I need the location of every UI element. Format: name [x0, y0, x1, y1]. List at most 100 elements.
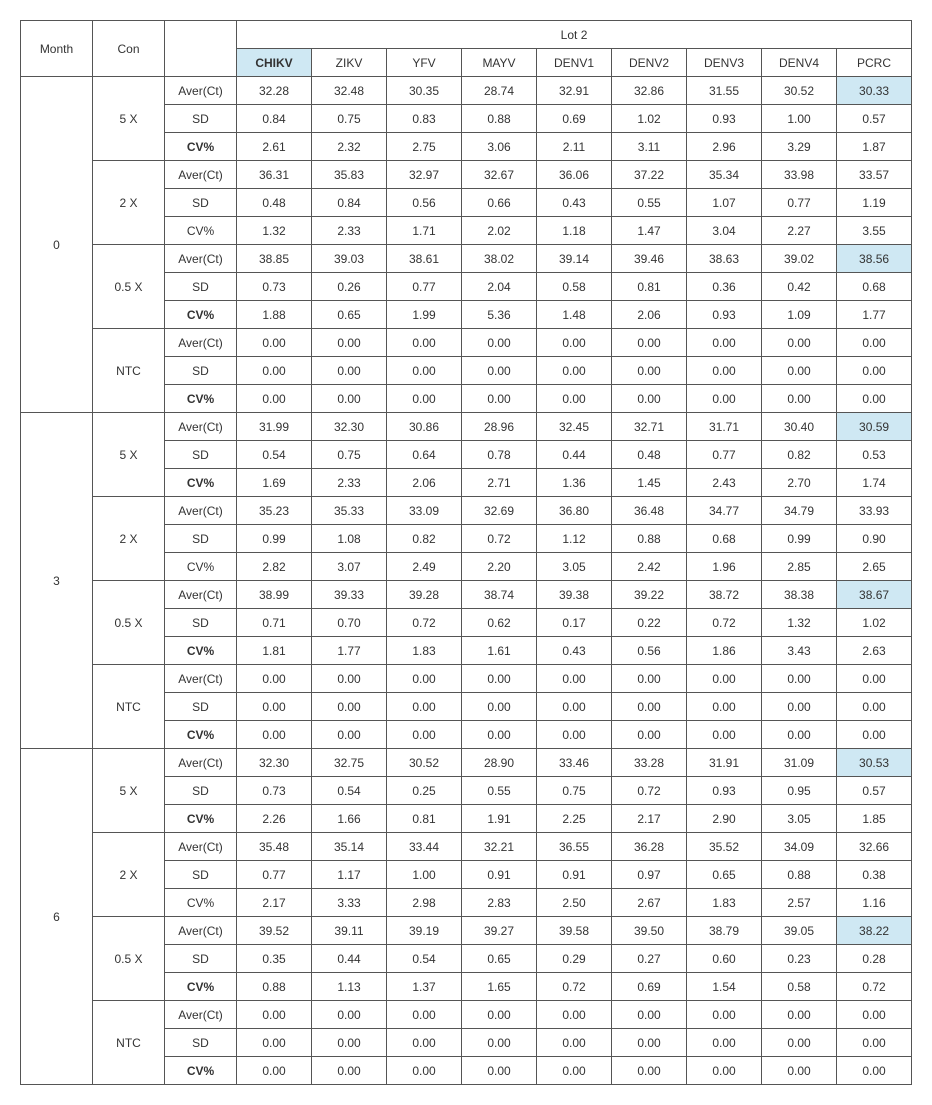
data-cell: 33.44	[387, 833, 462, 861]
data-cell: 1.45	[612, 469, 687, 497]
data-cell: 31.71	[687, 413, 762, 441]
table-row: NTCAver(Ct)0.000.000.000.000.000.000.000…	[21, 665, 912, 693]
data-cell: 39.46	[612, 245, 687, 273]
data-cell: 0.00	[687, 1001, 762, 1029]
data-cell: 2.63	[837, 637, 912, 665]
data-cell: 0.54	[312, 777, 387, 805]
data-cell: 1.16	[837, 889, 912, 917]
data-cell: 0.56	[612, 637, 687, 665]
data-cell: 33.98	[762, 161, 837, 189]
data-cell: 1.37	[387, 973, 462, 1001]
data-cell: 32.97	[387, 161, 462, 189]
data-cell: 0.00	[312, 721, 387, 749]
data-cell: 2.06	[612, 301, 687, 329]
data-cell: 2.90	[687, 805, 762, 833]
data-cell: 0.58	[537, 273, 612, 301]
data-cell: 1.83	[687, 889, 762, 917]
data-cell: 37.22	[612, 161, 687, 189]
data-cell: 0.00	[612, 385, 687, 413]
con-cell: NTC	[93, 665, 165, 749]
data-cell: 0.00	[612, 329, 687, 357]
con-cell: 2 X	[93, 161, 165, 245]
data-cell: 0.00	[762, 1001, 837, 1029]
data-cell: 33.57	[837, 161, 912, 189]
data-cell: 0.44	[537, 441, 612, 469]
data-cell: 0.35	[237, 945, 312, 973]
data-cell: 1.00	[387, 861, 462, 889]
data-cell: 30.53	[837, 749, 912, 777]
data-cell: 0.54	[237, 441, 312, 469]
data-cell: 1.19	[837, 189, 912, 217]
data-cell: 0.00	[387, 329, 462, 357]
stat-cell: SD	[165, 273, 237, 301]
data-cell: 0.00	[762, 665, 837, 693]
data-cell: 3.33	[312, 889, 387, 917]
stat-cell: CV%	[165, 553, 237, 581]
data-cell: 0.00	[462, 357, 537, 385]
data-cell: 39.52	[237, 917, 312, 945]
data-cell: 0.93	[687, 777, 762, 805]
data-cell: 0.88	[462, 105, 537, 133]
data-cell: 0.99	[237, 525, 312, 553]
table-row: 2 XAver(Ct)35.4835.1433.4432.2136.5536.2…	[21, 833, 912, 861]
data-cell: 2.98	[387, 889, 462, 917]
table-body: 05 XAver(Ct)32.2832.4830.3528.7432.9132.…	[21, 77, 912, 1085]
con-cell: 0.5 X	[93, 245, 165, 329]
header-lot: Lot 2	[237, 21, 912, 49]
data-cell: 30.40	[762, 413, 837, 441]
data-cell: 0.38	[837, 861, 912, 889]
data-cell: 0.62	[462, 609, 537, 637]
table-row: 0.5 XAver(Ct)38.8539.0338.6138.0239.1439…	[21, 245, 912, 273]
data-cell: 0.00	[312, 1057, 387, 1085]
stat-cell: CV%	[165, 469, 237, 497]
stat-cell: SD	[165, 861, 237, 889]
data-cell: 1.85	[837, 805, 912, 833]
data-cell: 0.00	[612, 693, 687, 721]
data-cell: 32.45	[537, 413, 612, 441]
data-cell: 28.74	[462, 77, 537, 105]
data-cell: 1.74	[837, 469, 912, 497]
column-header: MAYV	[462, 49, 537, 77]
data-cell: 38.38	[762, 581, 837, 609]
data-cell: 0.00	[687, 665, 762, 693]
data-cell: 2.17	[237, 889, 312, 917]
data-cell: 0.00	[612, 721, 687, 749]
data-cell: 0.84	[312, 189, 387, 217]
stat-cell: Aver(Ct)	[165, 749, 237, 777]
data-cell: 0.54	[387, 945, 462, 973]
data-cell: 0.00	[462, 1001, 537, 1029]
data-cell: 32.28	[237, 77, 312, 105]
data-cell: 1.02	[612, 105, 687, 133]
con-cell: 5 X	[93, 413, 165, 497]
data-cell: 1.96	[687, 553, 762, 581]
data-cell: 0.00	[762, 329, 837, 357]
data-cell: 0.00	[612, 1001, 687, 1029]
data-cell: 0.00	[687, 721, 762, 749]
data-cell: 0.71	[237, 609, 312, 637]
data-cell: 0.00	[537, 721, 612, 749]
stat-cell: Aver(Ct)	[165, 917, 237, 945]
data-cell: 0.00	[537, 1029, 612, 1057]
data-cell: 0.29	[537, 945, 612, 973]
data-cell: 0.00	[837, 385, 912, 413]
data-cell: 35.52	[687, 833, 762, 861]
data-cell: 0.00	[462, 1057, 537, 1085]
data-cell: 38.02	[462, 245, 537, 273]
column-header: ZIKV	[312, 49, 387, 77]
stat-cell: Aver(Ct)	[165, 413, 237, 441]
data-cell: 1.66	[312, 805, 387, 833]
data-cell: 0.72	[537, 973, 612, 1001]
stat-cell: Aver(Ct)	[165, 329, 237, 357]
data-cell: 0.25	[387, 777, 462, 805]
stat-cell: SD	[165, 525, 237, 553]
data-cell: 0.00	[837, 693, 912, 721]
data-cell: 1.71	[387, 217, 462, 245]
data-cell: 0.99	[762, 525, 837, 553]
data-cell: 0.00	[837, 665, 912, 693]
data-cell: 0.93	[687, 105, 762, 133]
data-cell: 0.00	[312, 357, 387, 385]
stat-cell: SD	[165, 609, 237, 637]
stat-cell: CV%	[165, 133, 237, 161]
data-cell: 0.00	[762, 721, 837, 749]
data-cell: 33.09	[387, 497, 462, 525]
